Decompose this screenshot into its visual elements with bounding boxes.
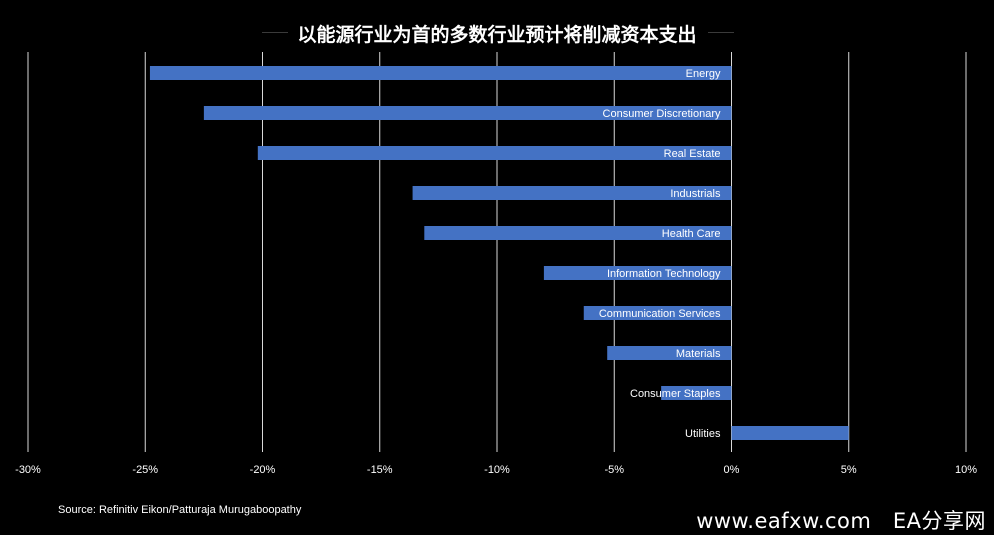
bar — [661, 386, 732, 400]
bar — [583, 306, 732, 320]
bar — [731, 426, 849, 440]
bar — [257, 146, 732, 160]
x-tick-label: -10% — [484, 464, 510, 476]
category-label: Communication Services — [599, 308, 721, 320]
watermark: www.eafxw.com EA分享网 — [696, 509, 986, 533]
category-label: Consumer Discretionary — [603, 108, 721, 120]
category-label: Materials — [676, 348, 721, 360]
bars — [149, 66, 849, 440]
x-tick-label: 10% — [955, 464, 977, 476]
x-tick-label: 0% — [724, 464, 740, 476]
x-axis-ticks: -30% -25% -20% -15% -10% -5% 0% 5% 10% — [15, 464, 977, 476]
x-tick-label: -15% — [367, 464, 393, 476]
category-label: Industrials — [670, 188, 721, 200]
category-label: Real Estate — [664, 148, 721, 160]
bar — [607, 346, 732, 360]
category-label: Information Technology — [607, 268, 721, 280]
bar-labels: Energy Consumer Discretionary Real Estate I… — [599, 68, 721, 440]
x-tick-label: 5% — [841, 464, 857, 476]
category-label: Health Care — [662, 228, 721, 240]
bar — [203, 106, 732, 120]
title-decoration-left — [262, 32, 288, 33]
bar — [149, 66, 732, 80]
x-tick-label: -5% — [604, 464, 624, 476]
source-note: Source: Refinitiv Eikon/Patturaja Muruga… — [58, 504, 302, 516]
bar — [412, 186, 732, 200]
title-decoration-right — [708, 32, 734, 33]
bar — [543, 266, 732, 280]
x-tick-label: -20% — [250, 464, 276, 476]
x-tick-label: -25% — [132, 464, 158, 476]
x-tick-label: -30% — [15, 464, 41, 476]
category-label: Energy — [686, 68, 721, 80]
chart-title: 以能源行业为首的多数行业预计将削减资本支出 — [297, 24, 697, 46]
category-label: Consumer Staples — [630, 388, 721, 400]
category-label: Utilities — [685, 428, 721, 440]
bar — [424, 226, 732, 240]
